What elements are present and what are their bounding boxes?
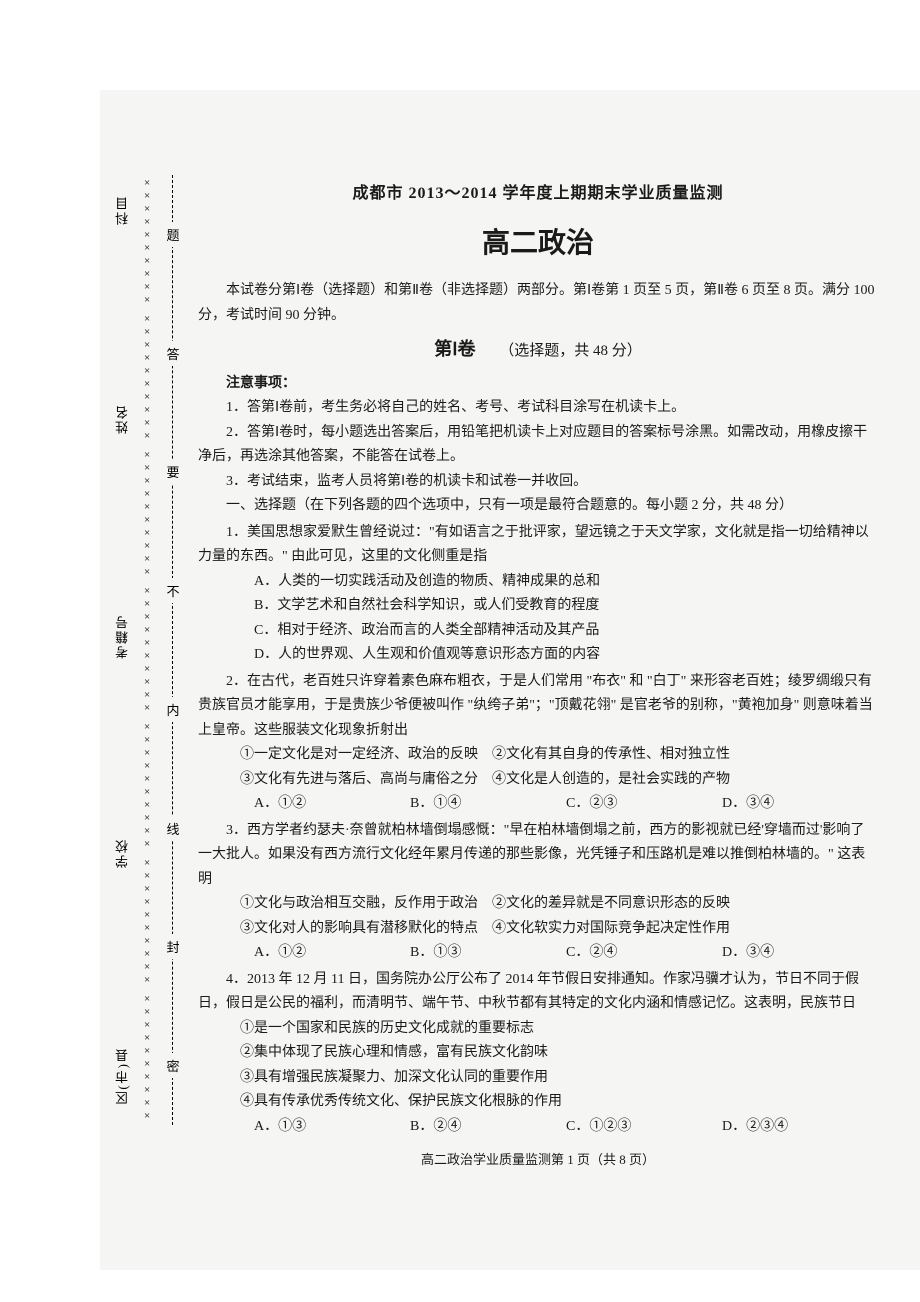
seal-char: 线 <box>166 816 179 841</box>
page-footer: 高二政治学业质量监测第 1 页（共 8 页） <box>198 1149 878 1172</box>
x-block: ×××××××××× <box>141 721 153 851</box>
q3-choices: A．①② B．①③ C．②④ D．③④ <box>198 941 878 966</box>
seal-char: 内 <box>166 697 179 722</box>
q3-stmt: ①文化与政治相互交融，反作用于政治 ②文化的差异就是不同意识形态的反映 <box>198 892 878 917</box>
field-school: 学校 <box>113 838 132 868</box>
q1-opt-d: D．人的世界观、人生观和价值观等意识形态方面的内容 <box>198 643 878 668</box>
x-block: ×××××××××× <box>141 449 153 579</box>
q3-choice-a: A．①② <box>254 941 410 966</box>
sidebar-x-column: ×××××××××× ×××××××××× ×××××××××× ×××××××… <box>136 175 158 1125</box>
q3-choice-c: C．②④ <box>566 941 722 966</box>
q1-opt-c: C．相对于经济、政治而言的人类全部精神活动及其产品 <box>198 619 878 644</box>
q4-stmt: ④具有传承优秀传统文化、保护民族文化根脉的作用 <box>198 1090 878 1115</box>
notice-item: 2．答第Ⅰ卷时，每小题选出答案后，用铅笔把机读卡上对应题目的答案标号涂黑。如需改… <box>198 421 878 470</box>
q4-stmt: ①是一个国家和民族的历史文化成就的重要标志 <box>198 1017 878 1042</box>
q4-choice-d: D．②③④ <box>722 1115 878 1140</box>
x-block: ×××××××××× <box>141 993 153 1123</box>
q4-choice-c: C．①②③ <box>566 1115 722 1140</box>
seal-char: 答 <box>166 341 179 366</box>
q2-stem: 2．在古代，老百姓只许穿着素色麻布粗衣，于是人们常用 "布衣" 和 "白丁" 来… <box>198 670 878 744</box>
seal-char: 封 <box>166 934 179 959</box>
notice-item: 3．考试结束，监考人员将第Ⅰ卷的机读卡和试卷一并收回。 <box>198 470 878 495</box>
field-subject: 科目 <box>113 195 132 225</box>
q3-choice-d: D．③④ <box>722 941 878 966</box>
q2-choice-b: B．①④ <box>410 792 566 817</box>
exam-content: 成都市 2013～2014 学年度上期期末学业质量监测 高二政治 本试卷分第Ⅰ卷… <box>198 180 878 1172</box>
q3-stmt: ③文化对人的影响具有潜移默化的特点 ④文化软实力对国际竞争起决定性作用 <box>198 917 878 942</box>
q3-stem: 3．西方学者约瑟夫·奈曾就柏林墙倒塌感慨："早在柏林墙倒塌之前，西方的影视就已经… <box>198 819 878 893</box>
seal-char: 要 <box>166 459 179 484</box>
section-mcq-title: 一、选择题（在下列各题的四个选项中，只有一项是最符合题意的。每小题 2 分，共 … <box>198 494 878 519</box>
seal-char: 密 <box>166 1053 179 1078</box>
q2-choices: A．①② B．①④ C．②③ D．③④ <box>198 792 878 817</box>
sidebar-field-labels: 科目 姓名 考籍号 学校 区(市)县 <box>108 175 136 1125</box>
x-block: ×××××××××× <box>141 585 153 715</box>
q2-choice-c: C．②③ <box>566 792 722 817</box>
q2-choice-a: A．①② <box>254 792 410 817</box>
q4-choice-b: B．②④ <box>410 1115 566 1140</box>
x-block: ×××××××××× <box>141 313 153 443</box>
seal-char: 题 <box>166 222 179 247</box>
notice-header: 注意事项： <box>198 372 878 397</box>
juan-title: 第Ⅰ卷 （选择题，共 48 分） <box>198 334 878 366</box>
q4-choices: A．①③ B．②④ C．①②③ D．②③④ <box>198 1115 878 1140</box>
q2-choice-d: D．③④ <box>722 792 878 817</box>
juan-note: （选择题，共 48 分） <box>499 343 642 359</box>
exam-intro: 本试卷分第Ⅰ卷（选择题）和第Ⅱ卷（非选择题）两部分。第Ⅰ卷第 1 页至 5 页，… <box>198 279 878 328</box>
q2-stmt: ①一定文化是对一定经济、政治的反映 ②文化有其自身的传承性、相对独立性 <box>198 743 878 768</box>
juan-label: 第Ⅰ卷 <box>434 339 475 359</box>
field-examid: 考籍号 <box>113 614 132 659</box>
q1-opt-a: A．人类的一切实践活动及创造的物质、精神成果的总和 <box>198 570 878 595</box>
exam-main-title: 成都市 2013～2014 学年度上期期末学业质量监测 <box>198 180 878 208</box>
q1-opt-b: B．文学艺术和自然社会科学知识，或人们受教育的程度 <box>198 594 878 619</box>
q4-stmt: ②集中体现了民族心理和情感，富有民族文化韵味 <box>198 1041 878 1066</box>
field-district: 区(市)县 <box>113 1047 132 1105</box>
q1-stem: 1．美国思想家爱默生曾经说过："有如语言之于批评家，望远镜之于天文学家，文化就是… <box>198 521 878 570</box>
x-block: ×××××××××× <box>141 177 153 307</box>
exam-sub-title: 高二政治 <box>198 218 878 267</box>
q4-choice-a: A．①③ <box>254 1115 410 1140</box>
x-block: ×××××××××× <box>141 857 153 987</box>
seal-line-labels: 题 答 要 不 内 线 封 密 <box>164 175 182 1125</box>
notice-item: 1．答第Ⅰ卷前，考生务必将自己的姓名、考号、考试科目涂写在机读卡上。 <box>198 396 878 421</box>
field-name: 姓名 <box>113 404 132 434</box>
q4-stmt: ③具有增强民族凝聚力、加深文化认同的重要作用 <box>198 1066 878 1091</box>
q2-stmt: ③文化有先进与落后、高尚与庸俗之分 ④文化是人创造的，是社会实践的产物 <box>198 768 878 793</box>
q3-choice-b: B．①③ <box>410 941 566 966</box>
q4-stem: 4．2013 年 12 月 11 日，国务院办公厅公布了 2014 年节假日安排… <box>198 968 878 1017</box>
seal-char: 不 <box>166 578 179 603</box>
